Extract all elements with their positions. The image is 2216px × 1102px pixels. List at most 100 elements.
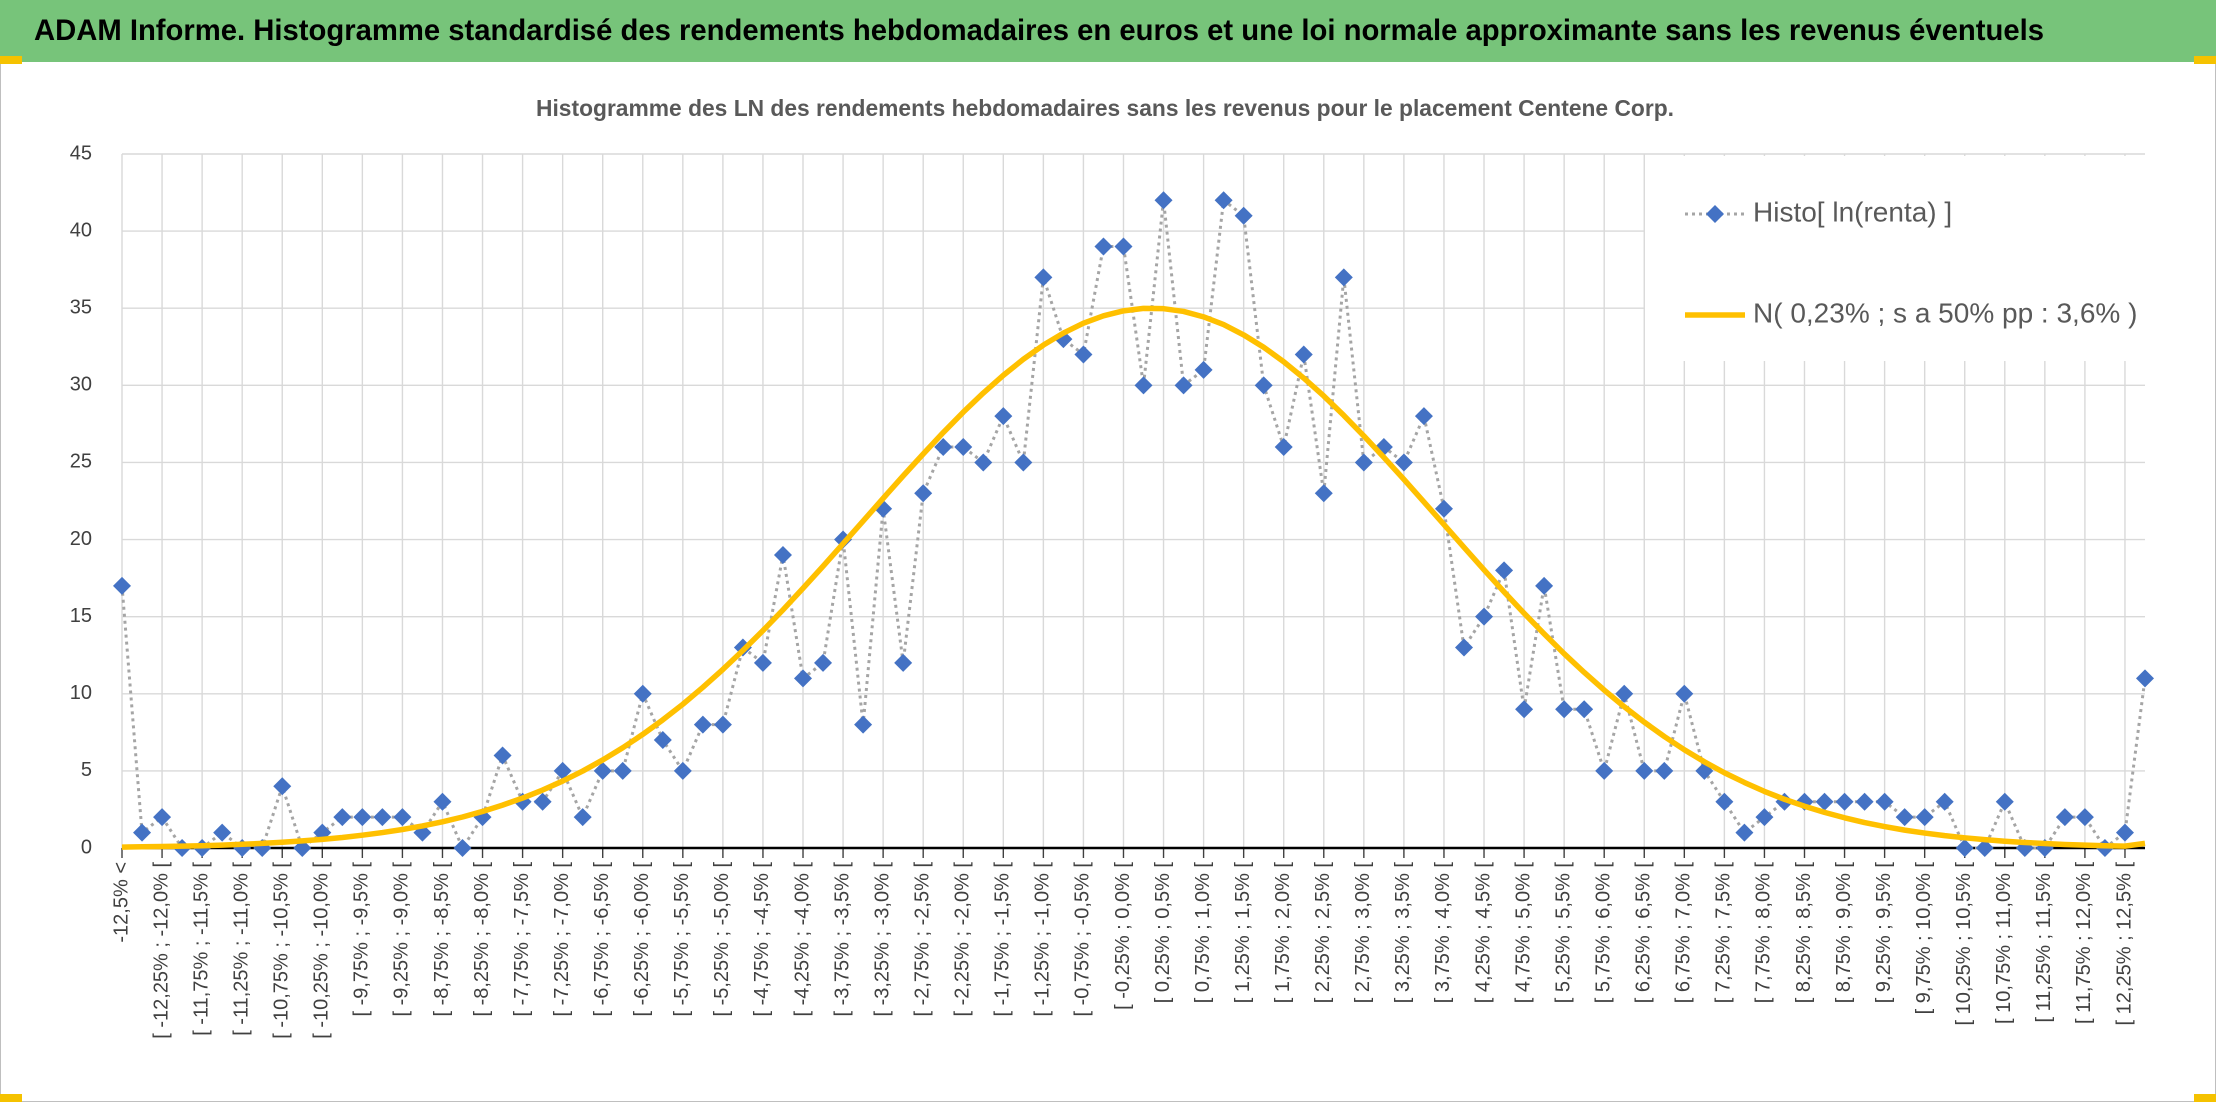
x-tick-label: [ -10,25% ; -10,0% [	[311, 862, 333, 1039]
data-point	[573, 808, 592, 827]
data-point	[1475, 607, 1494, 626]
data-point	[854, 715, 873, 734]
x-tick-label: [ 5,25% ; 5,5% [	[1552, 862, 1574, 1004]
data-point	[2136, 669, 2154, 688]
data-point	[2055, 808, 2074, 827]
x-tick-label: [ 5,75% ; 6,0% [	[1592, 862, 1614, 1004]
y-tick-label: 5	[81, 759, 92, 781]
y-tick-label: 40	[70, 219, 92, 241]
chart-title: Histogramme des LN des rendements hebdom…	[536, 95, 1674, 121]
x-tick-label: [ -12,25% ; -12,0% [	[150, 862, 172, 1039]
data-point	[753, 653, 772, 672]
header-title: ADAM Informe. Histogramme standardisé de…	[34, 14, 2044, 47]
x-tick-label: [ -0,75% ; -0,5% [	[1072, 862, 1094, 1017]
data-point	[673, 761, 692, 780]
x-tick-label: [ -6,25% ; -6,0% [	[631, 862, 653, 1017]
data-point	[934, 438, 953, 457]
data-point	[1715, 792, 1734, 811]
data-point	[1675, 684, 1694, 703]
x-tick-label: [ 2,75% ; 3,0% [	[1352, 862, 1374, 1004]
x-tick-label: [ -10,75% ; -10,5% [	[271, 862, 293, 1039]
legend-label: Histo[ ln(renta) ]	[1753, 196, 1952, 227]
corner-mark	[2194, 56, 2216, 64]
data-point	[894, 653, 913, 672]
data-point	[974, 453, 993, 472]
data-point	[393, 808, 412, 827]
data-point	[1454, 638, 1473, 657]
data-point	[1134, 376, 1153, 395]
data-point	[1434, 499, 1453, 518]
data-point	[1555, 700, 1574, 719]
x-tick-label: [ 0,75% ; 1,0% [	[1192, 862, 1214, 1004]
data-point	[133, 823, 152, 842]
data-point	[1234, 206, 1253, 225]
data-point	[333, 808, 352, 827]
data-point	[1875, 792, 1894, 811]
data-point	[1635, 761, 1654, 780]
data-point	[1895, 808, 1914, 827]
data-point	[1154, 191, 1173, 210]
x-tick-label: [ -4,25% ; -4,0% [	[791, 862, 813, 1017]
x-tick-label: [ -2,25% ; -2,0% [	[952, 862, 974, 1017]
x-tick-label: [ -3,25% ; -3,0% [	[871, 862, 893, 1017]
data-point	[1815, 792, 1834, 811]
x-tick-label: [ 8,25% ; 8,5% [	[1793, 862, 1815, 1004]
data-point	[453, 839, 472, 857]
x-tick-label: [ 2,25% ; 2,5% [	[1312, 862, 1334, 1004]
data-point	[1755, 808, 1774, 827]
corner-mark	[0, 56, 22, 64]
x-tick-label: [ 1,75% ; 2,0% [	[1272, 862, 1294, 1004]
x-tick-label: [ 6,75% ; 7,0% [	[1673, 862, 1695, 1004]
x-tick-label: [ 4,25% ; 4,5% [	[1472, 862, 1494, 1004]
data-point	[1995, 792, 2014, 811]
x-tick-label: [ 3,25% ; 3,5% [	[1392, 862, 1414, 1004]
data-point	[353, 808, 372, 827]
x-tick-label: [ -8,25% ; -8,0% [	[471, 862, 493, 1017]
data-point	[373, 808, 392, 827]
x-tick-label: [ 7,25% ; 7,5% [	[1713, 862, 1735, 1004]
data-point	[1194, 360, 1213, 379]
data-point	[1915, 808, 1934, 827]
x-tick-label: -12,5% <	[110, 862, 132, 943]
data-point	[1354, 453, 1373, 472]
data-point	[1495, 561, 1514, 580]
data-point	[2115, 823, 2134, 842]
y-tick-label: 0	[81, 836, 92, 858]
corner-mark	[2194, 1094, 2216, 1102]
data-point	[1855, 792, 1874, 811]
data-point	[1515, 700, 1534, 719]
data-point	[1294, 345, 1313, 364]
x-tick-label: [ -9,25% ; -9,0% [	[391, 862, 413, 1017]
header-bar	[0, 0, 2216, 62]
x-tick-label: [ -5,75% ; -5,5% [	[671, 862, 693, 1017]
x-tick-label: [ -6,75% ; -6,5% [	[591, 862, 613, 1017]
y-tick-label: 45	[70, 142, 92, 164]
data-point	[1114, 237, 1133, 256]
data-point	[1615, 684, 1634, 703]
x-tick-label: [ -11,75% ; -11,5% [	[190, 862, 212, 1036]
data-point	[1094, 237, 1113, 256]
data-point	[713, 715, 732, 734]
y-tick-label: 20	[70, 528, 92, 550]
y-tick-label: 30	[70, 374, 92, 396]
data-point	[613, 761, 632, 780]
legend-label: N( 0,23% ; s a 50% pp : 3,6% )	[1753, 297, 2137, 328]
data-point	[633, 684, 652, 703]
data-point	[273, 777, 292, 796]
data-point	[954, 438, 973, 457]
data-point	[1414, 407, 1433, 426]
data-point	[1174, 376, 1193, 395]
x-tick-label: [ 10,75% ; 11,0% [	[1993, 862, 2015, 1024]
x-tick-label: [ -8,75% ; -8,5% [	[431, 862, 453, 1017]
data-point	[1655, 761, 1674, 780]
x-tick-label: [ 11,75% ; 12,0% [	[2073, 862, 2095, 1024]
data-point	[213, 823, 232, 842]
x-tick-label: [ 9,25% ; 9,5% [	[1873, 862, 1895, 1004]
x-tick-label: [ 4,75% ; 5,0% [	[1512, 862, 1534, 1004]
data-point	[1595, 761, 1614, 780]
y-tick-label: 35	[70, 297, 92, 319]
data-point	[794, 669, 813, 688]
series-line	[121, 305, 2146, 850]
x-tick-label: [ -7,75% ; -7,5% [	[511, 862, 533, 1017]
y-tick-label: 15	[70, 605, 92, 627]
